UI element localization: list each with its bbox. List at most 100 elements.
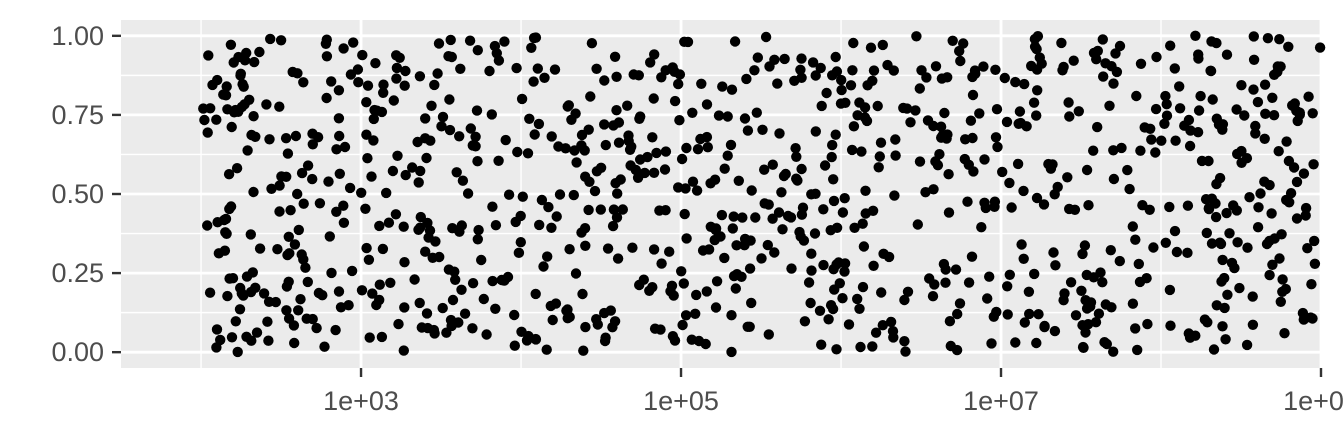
- data-point: [225, 201, 237, 212]
- data-point: [289, 239, 301, 250]
- data-point: [1150, 147, 1161, 158]
- data-point: [831, 222, 843, 233]
- data-point: [1161, 99, 1172, 110]
- data-point: [659, 164, 671, 175]
- data-point: [1300, 202, 1312, 214]
- data-point: [860, 208, 871, 219]
- data-point: [283, 276, 294, 287]
- data-point: [974, 108, 985, 119]
- data-point: [222, 104, 233, 115]
- data-point: [579, 223, 591, 234]
- data-point: [290, 130, 302, 142]
- data-point: [726, 346, 737, 358]
- data-point: [752, 52, 763, 63]
- data-point: [856, 146, 867, 157]
- data-point: [898, 102, 909, 114]
- data-point: [921, 72, 932, 83]
- data-point: [295, 294, 306, 305]
- data-point: [1260, 108, 1271, 120]
- data-point: [487, 201, 498, 212]
- data-point: [1081, 303, 1093, 314]
- data-point: [681, 233, 692, 244]
- data-point: [669, 95, 681, 107]
- data-point: [789, 75, 800, 87]
- data-point: [728, 211, 739, 222]
- data-point: [321, 34, 332, 45]
- data-point: [1248, 31, 1260, 42]
- data-point: [815, 62, 826, 74]
- data-point: [456, 284, 467, 295]
- data-point: [854, 97, 865, 108]
- data-point: [472, 156, 483, 167]
- data-point: [1146, 134, 1157, 145]
- data-point: [392, 150, 403, 161]
- data-point: [861, 115, 873, 127]
- data-point: [1049, 325, 1061, 337]
- data-point: [701, 99, 713, 110]
- data-point: [570, 108, 581, 119]
- data-point: [796, 53, 807, 64]
- data-point: [772, 78, 783, 89]
- data-point: [1259, 133, 1270, 144]
- data-point: [1170, 135, 1181, 146]
- data-point: [847, 65, 858, 76]
- data-point: [692, 144, 704, 155]
- data-point: [510, 216, 521, 228]
- data-point: [399, 302, 410, 313]
- data-point: [1232, 237, 1243, 248]
- data-point: [246, 129, 257, 141]
- data-point: [1294, 107, 1306, 118]
- data-point: [595, 204, 606, 215]
- data-point: [432, 68, 443, 79]
- data-point: [356, 187, 367, 198]
- data-point: [914, 83, 925, 94]
- data-point: [275, 35, 287, 46]
- data-point: [1283, 155, 1295, 167]
- data-point: [794, 226, 805, 238]
- data-point: [818, 259, 829, 271]
- data-point: [378, 79, 389, 90]
- data-point: [769, 247, 780, 258]
- data-point: [786, 263, 797, 274]
- data-point: [437, 302, 448, 314]
- data-point: [873, 162, 884, 173]
- data-point: [528, 76, 539, 87]
- data-point: [307, 139, 318, 150]
- data-point: [902, 286, 914, 297]
- data-point: [1028, 97, 1040, 108]
- data-point: [1206, 36, 1217, 47]
- data-point: [282, 148, 294, 159]
- data-point: [1083, 319, 1094, 330]
- data-point: [1142, 318, 1153, 330]
- data-point: [1048, 247, 1059, 258]
- data-point: [281, 305, 292, 316]
- data-point: [326, 76, 337, 87]
- data-point: [1161, 110, 1173, 121]
- data-point: [585, 91, 596, 102]
- data-point: [364, 332, 375, 343]
- data-point: [570, 268, 582, 279]
- data-point: [656, 258, 667, 269]
- data-point: [1164, 201, 1175, 213]
- data-point: [1164, 284, 1176, 296]
- data-point: [554, 189, 566, 200]
- data-point: [731, 240, 742, 251]
- data-point: [940, 277, 951, 288]
- data-point: [444, 124, 456, 136]
- data-point: [1203, 155, 1214, 167]
- data-point: [806, 265, 817, 276]
- data-point: [890, 150, 901, 161]
- data-point: [213, 248, 225, 259]
- data-point: [899, 336, 910, 347]
- data-point: [1174, 103, 1186, 114]
- data-point: [828, 174, 839, 185]
- data-point: [1239, 110, 1250, 121]
- data-point: [599, 75, 610, 86]
- data-point: [1002, 309, 1013, 320]
- data-point: [726, 310, 737, 321]
- data-point: [424, 225, 436, 236]
- data-point: [991, 306, 1002, 318]
- data-point: [1088, 145, 1099, 156]
- data-point: [1092, 121, 1103, 133]
- data-point: [1268, 110, 1280, 121]
